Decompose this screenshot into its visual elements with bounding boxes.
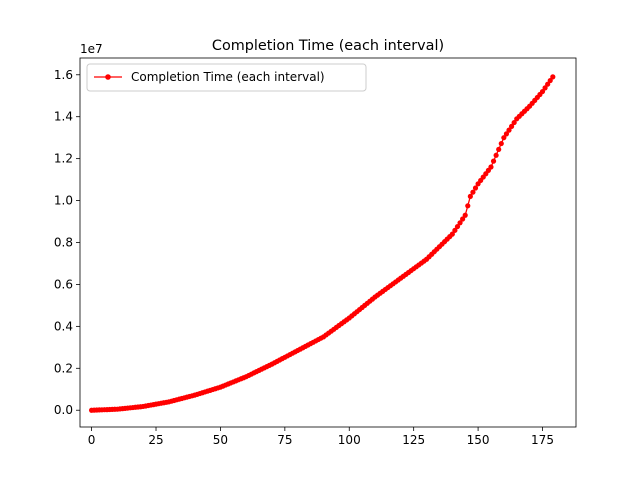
x-tick-label: 125 bbox=[402, 433, 425, 447]
data-point bbox=[550, 74, 556, 80]
data-point bbox=[498, 140, 504, 147]
data-point bbox=[460, 216, 466, 222]
x-tick-label: 150 bbox=[467, 433, 490, 447]
data-point bbox=[457, 220, 463, 226]
data-point bbox=[470, 189, 476, 195]
y-tick-label: 0.6 bbox=[54, 277, 73, 291]
data-point bbox=[462, 212, 468, 218]
data-point bbox=[449, 231, 455, 237]
y-offset-label: 1e7 bbox=[80, 42, 103, 56]
data-point bbox=[503, 131, 510, 137]
data-point bbox=[542, 85, 548, 91]
x-tick-label: 25 bbox=[148, 433, 163, 447]
data-point bbox=[490, 158, 497, 164]
series-layer bbox=[88, 74, 556, 413]
chart-title: Completion Time (each interval) bbox=[212, 38, 444, 54]
data-point bbox=[452, 227, 458, 233]
legend-point-marker bbox=[105, 74, 111, 80]
data-point bbox=[547, 77, 553, 84]
data-point bbox=[467, 193, 473, 199]
data-point bbox=[511, 119, 517, 126]
x-tick-label: 100 bbox=[338, 433, 361, 447]
y-tick-label: 1.0 bbox=[54, 194, 73, 208]
data-point bbox=[506, 127, 512, 133]
data-point bbox=[472, 185, 479, 191]
y-tick-label: 1.2 bbox=[54, 152, 73, 166]
data-point bbox=[488, 164, 494, 170]
data-point bbox=[539, 88, 546, 95]
legend-box bbox=[86, 63, 367, 92]
y-tick-label: 0.8 bbox=[54, 236, 73, 250]
legend-label: Completion Time (each interval) bbox=[131, 70, 325, 84]
data-point bbox=[465, 203, 471, 209]
x-tick-label: 75 bbox=[277, 433, 292, 447]
y-tick-label: 0.0 bbox=[54, 403, 73, 417]
x-tick-label: 50 bbox=[213, 433, 228, 447]
y-tick-label: 1.6 bbox=[54, 68, 73, 82]
y-tick-label: 0.4 bbox=[54, 319, 73, 333]
y-tick-label: 0.2 bbox=[54, 361, 73, 375]
data-point bbox=[501, 135, 507, 141]
data-point bbox=[545, 81, 551, 87]
x-tick-label: 0 bbox=[88, 433, 96, 447]
legend: Completion Time (each interval) bbox=[86, 63, 367, 92]
y-axis: 0.0 0.2 0.4 0.6 0.8 1.0 1.2 1.4 1.6 bbox=[54, 68, 80, 417]
y-tick-label: 1.4 bbox=[54, 110, 73, 124]
data-point bbox=[454, 223, 461, 230]
x-axis: 0 25 50 75 100 125 150 175 bbox=[88, 427, 554, 447]
data-point bbox=[496, 146, 502, 153]
data-point bbox=[508, 123, 515, 129]
x-tick-label: 175 bbox=[531, 433, 554, 447]
plot-frame bbox=[79, 57, 577, 428]
data-point bbox=[493, 152, 499, 158]
